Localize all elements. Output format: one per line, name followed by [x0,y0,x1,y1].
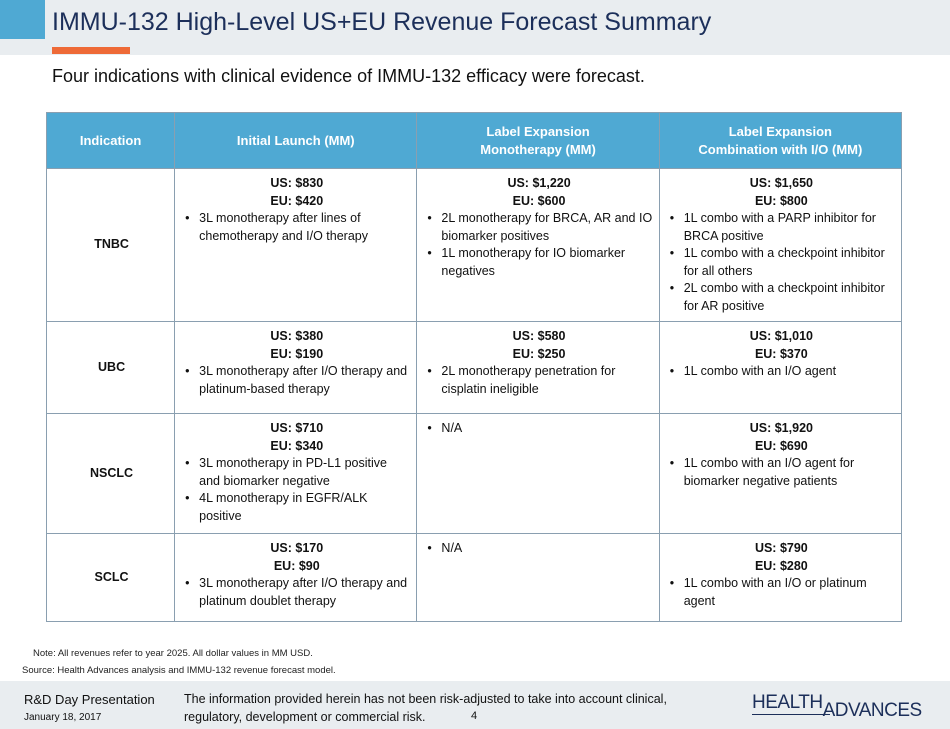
bullet-item: 1L combo with a PARP inhibitor for BRCA … [668,210,895,245]
forecast-cell: US: $1,010 EU: $370 1L combo with an I/O a… [658,321,903,414]
footer [0,681,950,729]
bullet-item: 1L combo with a checkpoint inhibitor for… [668,245,895,280]
eu-revenue: EU: $800 [754,193,808,208]
bullet-item: 3L monotherapy after I/O therapy and pla… [183,363,410,398]
subtitle: Four indications with clinical evidence … [52,66,645,86]
eu-revenue: EU: $420 [270,193,324,208]
bullet-item: 3L monotherapy in PD-L1 positive and bio… [183,455,410,490]
disclaimer: The information provided herein has not … [184,692,667,724]
table-row: TNBC US: $830 EU: $420 3L monotherapy after… [45,168,903,322]
bullet-item: N/A [425,420,652,438]
us-revenue: US: $380 [270,329,324,343]
presentation-name: R&D Day Presentation [24,692,155,707]
indication-cell: NSCLC [45,413,176,534]
us-revenue: US: $830 [270,176,324,190]
bullet-item: 4L monotherapy in EGFR/ALK positive [183,490,410,525]
accent-square [0,0,45,39]
health-advances-logo: HEALTHADVANCES [752,692,922,721]
us-revenue: US: $580 [512,329,566,343]
column-header: Label Expansion Combination with I/O (MM) [658,112,903,169]
eu-revenue: EU: $90 [273,558,320,573]
eu-revenue: EU: $600 [512,193,566,208]
column-header: Indication [45,112,176,169]
source: Source: Health Advances analysis and IMM… [22,665,336,676]
presentation-date: January 18, 2017 [24,712,102,723]
forecast-table: Indication Initial Launch (MM) Label Expan… [45,112,903,622]
bullet-item: 2L monotherapy penetration for cisplatin… [425,363,652,398]
forecast-cell: US: $1,920 EU: $690 1L combo with an I/O a… [658,413,903,534]
column-header: Initial Launch (MM) [174,112,418,169]
forecast-cell: US: $710 EU: $340 3L monotherapy in PD-L1 … [174,413,418,534]
eu-revenue: EU: $190 [270,346,324,361]
forecast-cell: US: $790 EU: $280 1L combo with an I/O or … [658,533,903,622]
note: Note: All revenues refer to year 2025. A… [33,648,313,659]
bullet-item: 1L combo with an I/O agent [668,363,895,381]
title-underline [52,47,130,54]
bullet-item: 1L combo with an I/O agent for biomarker… [668,455,895,490]
indication-cell: UBC [45,321,176,414]
table-row: NSCLC US: $710 EU: $340 3L monotherapy in P… [45,413,903,534]
page-number: 4 [471,710,478,722]
bullet-item: N/A [425,540,652,558]
eu-revenue: EU: $690 [754,438,808,453]
eu-revenue: EU: $250 [512,346,566,361]
us-revenue: US: $710 [270,421,324,435]
forecast-cell: US: $380 EU: $190 3L monotherapy after I/O… [174,321,418,414]
us-revenue: US: $790 [754,541,808,555]
bullet-item: 1L combo with an I/O or platinum agent [668,575,895,610]
us-revenue: US: $1,920 [749,421,813,435]
us-revenue: US: $1,650 [749,176,813,190]
eu-revenue: EU: $280 [754,558,808,573]
forecast-cell: US: $1,220 EU: $600 2L monotherapy for BRC… [416,168,660,322]
bullet-item: 2L monotherapy for BRCA, AR and IO bioma… [425,210,652,245]
bullet-item: 1L monotherapy for IO biomarker negative… [425,245,652,280]
eu-revenue: EU: $340 [270,438,324,453]
bullet-item: 2L combo with a checkpoint inhibitor for… [668,280,895,315]
bullet-item: 3L monotherapy after I/O therapy and pla… [183,575,410,610]
forecast-cell: N/A [416,533,660,622]
column-header: Label Expansion Monotherapy (MM) [416,112,660,169]
us-revenue: US: $1,220 [507,176,571,190]
forecast-cell: US: $830 EU: $420 3L monotherapy after lin… [174,168,418,322]
forecast-cell: US: $580 EU: $250 2L monotherapy penetrati… [416,321,660,414]
indication-cell: SCLC [45,533,176,622]
table-row: UBC US: $380 EU: $190 3L monotherapy after … [45,321,903,414]
us-revenue: US: $1,010 [749,329,813,343]
forecast-cell: N/A [416,413,660,534]
table-row: SCLC US: $170 EU: $90 3L monotherapy after … [45,533,903,622]
bullet-item: 3L monotherapy after lines of chemothera… [183,210,410,245]
us-revenue: US: $170 [270,541,324,555]
forecast-cell: US: $1,650 EU: $800 1L combo with a PARP i… [658,168,903,322]
forecast-cell: US: $170 EU: $90 3L monotherapy after I/O … [174,533,418,622]
title-bar [0,0,950,55]
page-title: IMMU-132 High-Level US+EU Revenue Foreca… [52,8,712,36]
eu-revenue: EU: $370 [754,346,808,361]
indication-cell: TNBC [45,168,176,322]
